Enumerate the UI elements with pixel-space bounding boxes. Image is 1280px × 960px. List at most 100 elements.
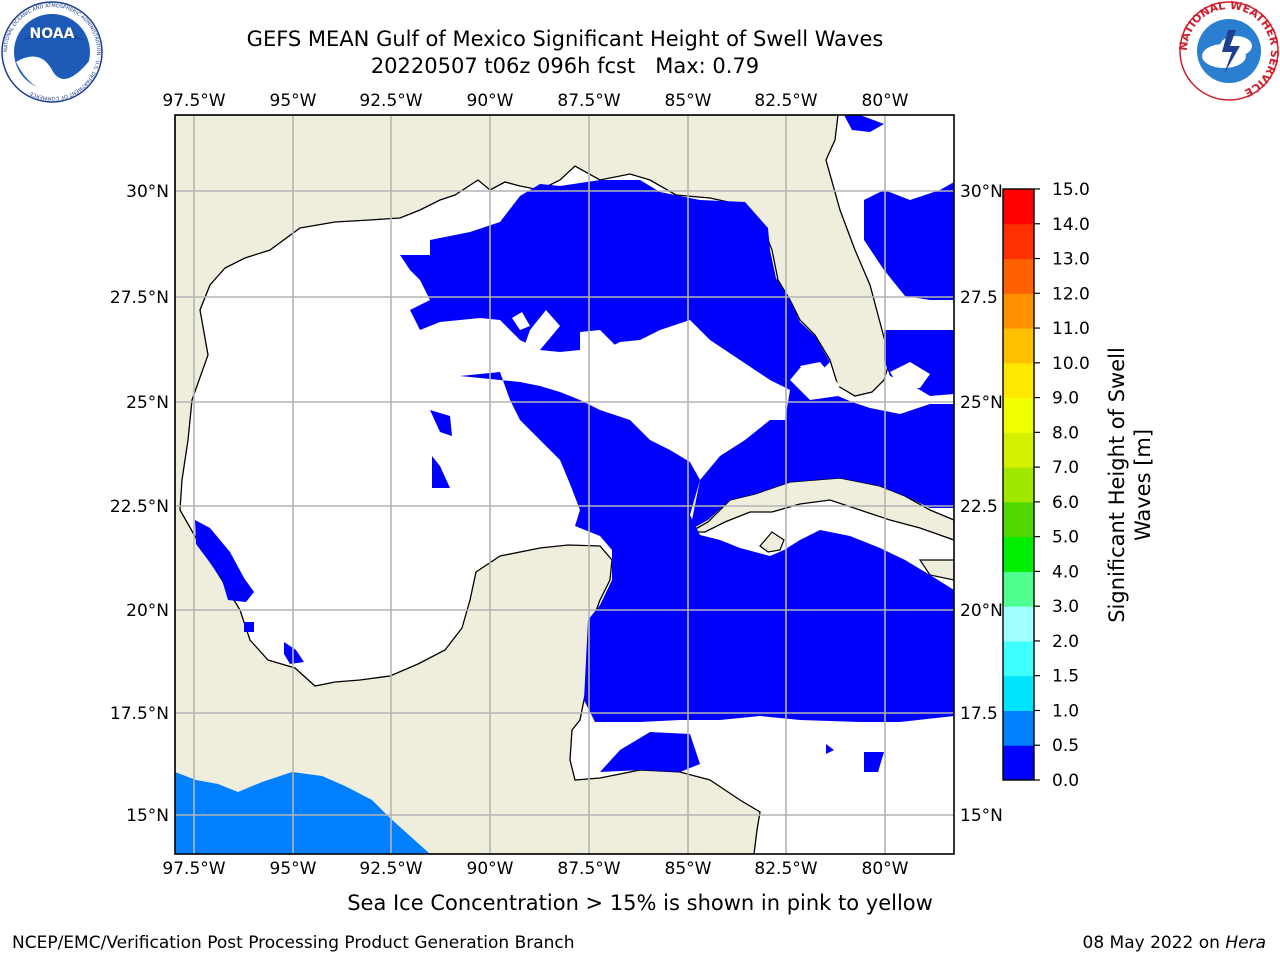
lon-label-top: 85°W xyxy=(665,91,712,111)
lat-label-left: 27.5°N xyxy=(110,288,169,308)
colorbar-tick-label: 15.0 xyxy=(1052,180,1090,200)
swell-area-mexico-coast-3 xyxy=(244,622,254,632)
colorbar-segment xyxy=(1003,675,1034,711)
colorbar-tick-label: 7.0 xyxy=(1052,458,1079,478)
swell-area-gulf-east xyxy=(400,180,954,530)
land-jamaica xyxy=(759,531,785,553)
footer-host: Hera xyxy=(1225,933,1266,953)
map-gridlines xyxy=(175,115,954,854)
lon-label-top: 87.5°W xyxy=(557,91,620,111)
colorbar-tick-label: 13.0 xyxy=(1052,250,1090,270)
colorbar-tick-label: 10.0 xyxy=(1052,354,1090,374)
lon-label-bottom: 82.5°W xyxy=(754,859,817,879)
footer-branch: NCEP/EMC/Verification Post Processing Pr… xyxy=(12,933,575,953)
land-cuba xyxy=(687,477,954,541)
colorbar-tick-label: 4.0 xyxy=(1052,562,1079,582)
colorbar-segment xyxy=(1003,467,1034,503)
lon-label-bottom: 80°W xyxy=(862,859,909,879)
lat-label-right: 25°N xyxy=(960,393,1003,413)
colorbar-frame xyxy=(1002,188,1035,781)
colorbar-label-line1: Significant Height of Swell xyxy=(1105,347,1129,623)
lat-label-left: 20°N xyxy=(126,601,169,621)
chart-title: GEFS MEAN Gulf of Mexico Significant Hei… xyxy=(246,27,884,51)
colorbar-segment xyxy=(1003,397,1034,433)
colorbar-tick-label: 2.0 xyxy=(1052,632,1079,652)
colorbar-segment xyxy=(1003,189,1034,225)
lon-label-top: 82.5°W xyxy=(754,91,817,111)
colorbar-tick-labels: 0.0 0.5 1.0 1.5 2.0 3.0 4.0 5.0 6.0 7.0 8.0 9.0 10.0… xyxy=(1034,180,1090,791)
lon-labels: 97.5°W 95°W 92.5°W 90°W 87.5°W 85°W 82.5… xyxy=(162,91,908,879)
lat-labels-left: 30°N 27.5°N 25°N 22.5°N 20°N 17.5°N 15°N xyxy=(110,182,169,826)
colorbar xyxy=(1003,189,1034,781)
lon-label-top: 95°W xyxy=(270,91,317,111)
colorbar-segment xyxy=(1003,328,1034,364)
lon-label-top: 90°W xyxy=(467,91,514,111)
noaa-logo-text: NOAA xyxy=(30,26,75,42)
lat-label-right: 27.5 xyxy=(960,288,998,308)
colorbar-segment xyxy=(1003,710,1034,746)
lat-label-left: 15°N xyxy=(126,806,169,826)
colorbar-tick-label: 1.0 xyxy=(1052,701,1079,721)
lon-label-bottom: 87.5°W xyxy=(557,859,620,879)
swell-area-pacific xyxy=(175,772,430,854)
colorbar-tick-label: 6.0 xyxy=(1052,493,1079,513)
lon-label-bottom: 95°W xyxy=(270,859,317,879)
sea-ice-note: Sea Ice Concentration > 15% is shown in … xyxy=(347,891,933,915)
chart-subtitle-run: 20220507 t06z 096h fcst Max: 0.79 xyxy=(370,54,760,78)
lon-label-top: 92.5°W xyxy=(359,91,422,111)
swell-field-gaps xyxy=(512,310,930,424)
lat-label-right: 15°N xyxy=(960,806,1003,826)
swell-area-mexico-coast-1 xyxy=(195,520,254,602)
land-hispaniola-edge xyxy=(918,559,954,581)
swell-field xyxy=(195,115,954,772)
swell-area-atlantic-north xyxy=(864,182,954,300)
colorbar-segment xyxy=(1003,606,1034,642)
colorbar-segment xyxy=(1003,432,1034,468)
colorbar-label-line2: Waves [m] xyxy=(1131,429,1155,541)
lat-label-right: 20°N xyxy=(960,601,1003,621)
colorbar-tick-label: 0.0 xyxy=(1052,771,1079,791)
colorbar-segment xyxy=(1003,745,1034,781)
lat-label-left: 22.5°N xyxy=(110,497,169,517)
swell-area-keys xyxy=(844,115,884,132)
lon-label-bottom: 85°W xyxy=(665,859,712,879)
lat-label-left: 25°N xyxy=(126,393,169,413)
colorbar-segment xyxy=(1003,501,1034,538)
colorbar-segment xyxy=(1003,571,1034,607)
colorbar-tick-label: 11.0 xyxy=(1052,319,1090,339)
colorbar-tick-label: 1.5 xyxy=(1052,667,1079,687)
footer-date: 08 May 2022 on Hera xyxy=(1083,933,1267,953)
swell-area-caribbean-south xyxy=(600,732,700,772)
colorbar-tick-label: 9.0 xyxy=(1052,389,1079,409)
colorbar-tick-label: 12.0 xyxy=(1052,284,1090,304)
colorbar-tick-label: 8.0 xyxy=(1052,423,1079,443)
colorbar-segment xyxy=(1003,640,1034,677)
swell-area-mexico-coast-2 xyxy=(284,642,304,664)
lat-labels-right: 30°N 27.5 25°N 22.5 20°N 17.5 15°N xyxy=(960,182,1003,826)
colorbar-segment xyxy=(1003,223,1034,260)
lon-label-bottom: 92.5°W xyxy=(359,859,422,879)
colorbar-tick-label: 5.0 xyxy=(1052,528,1079,548)
colorbar-segment xyxy=(1003,258,1034,294)
lon-label-top: 97.5°W xyxy=(162,91,225,111)
lon-label-bottom: 90°W xyxy=(467,859,514,879)
lon-label-bottom: 97.5°W xyxy=(162,859,225,879)
swell-area-patch-4 xyxy=(826,744,834,754)
lat-label-left: 30°N xyxy=(126,182,169,202)
swell-area-gulf-central xyxy=(460,372,954,722)
swell-area-patch-1 xyxy=(430,410,452,436)
lon-label-top: 80°W xyxy=(862,91,909,111)
colorbar-tick-label: 0.5 xyxy=(1052,736,1079,756)
map-frame xyxy=(174,114,955,855)
lat-label-right: 22.5 xyxy=(960,497,998,517)
colorbar-tick-label: 14.0 xyxy=(1052,215,1090,235)
colorbar-tick-label: 3.0 xyxy=(1052,597,1079,617)
colorbar-segment xyxy=(1003,362,1034,399)
nws-logo: NATIONAL WEATHER SERVICE xyxy=(1178,0,1280,101)
colorbar-segment xyxy=(1003,293,1034,329)
noaa-logo: NOAA NATIONAL OCEANIC AND ATMOSPHERIC AD… xyxy=(1,1,103,103)
colorbar-segment xyxy=(1003,536,1034,572)
swell-area-patch-2 xyxy=(432,456,450,488)
footer-date-text: 08 May 2022 on xyxy=(1082,933,1226,953)
